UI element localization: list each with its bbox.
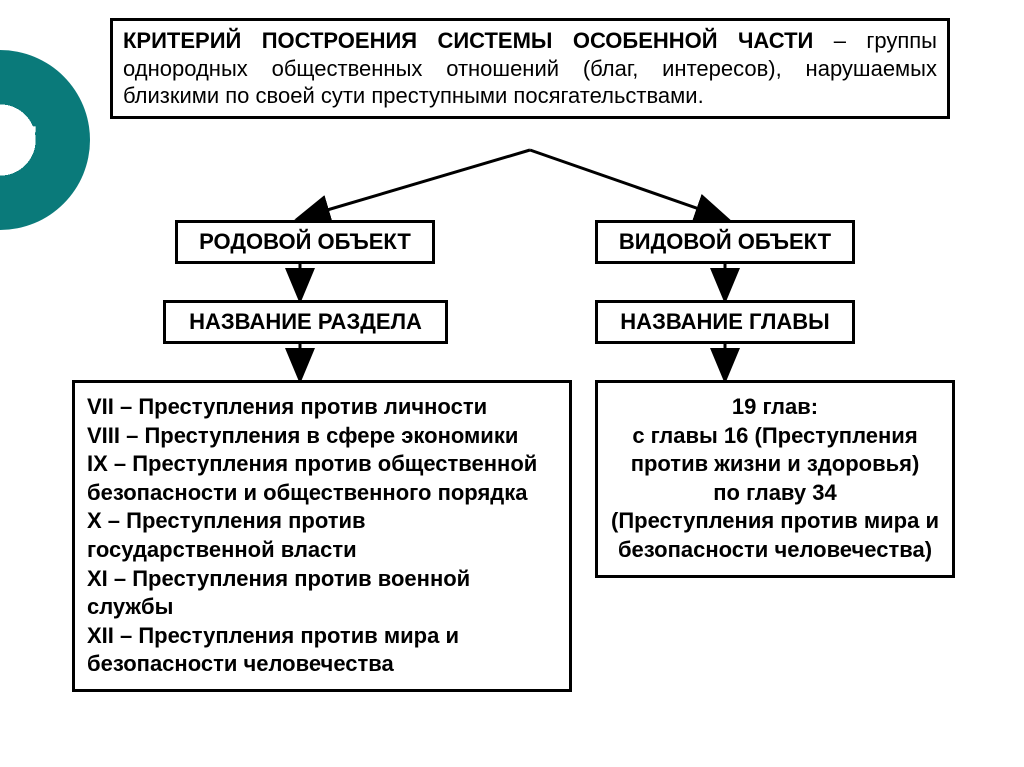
section-list-item: безопасности и общественного порядка	[87, 479, 557, 508]
section-list-item: VII – Преступления против личности	[87, 393, 557, 422]
criterion-title: КРИТЕРИЙ ПОСТРОЕНИЯ СИСТЕМЫ ОСОБЕННОЙ ЧА…	[123, 28, 813, 53]
box-section-name: НАЗВАНИЕ РАЗДЕЛА	[163, 300, 448, 344]
section-list-item: IX – Преступления против общественной	[87, 450, 557, 479]
criterion-box: КРИТЕРИЙ ПОСТРОЕНИЯ СИСТЕМЫ ОСОБЕННОЙ ЧА…	[110, 18, 950, 119]
page-number: 7	[10, 115, 38, 173]
section-list-item: VIII – Преступления в сфере экономики	[87, 422, 557, 451]
section-list-item: XI – Преступления против военной службы	[87, 565, 557, 622]
chapters-summary-line: (Преступления против мира и безопасности…	[610, 507, 940, 564]
section-list-item: XII – Преступления против мира и безопас…	[87, 622, 557, 679]
chapters-summary-line: 19 глав:	[610, 393, 940, 422]
section-list-item: X – Преступления против государственной …	[87, 507, 557, 564]
box-chapter-name: НАЗВАНИЕ ГЛАВЫ	[595, 300, 855, 344]
chapters-summary-box: 19 глав:с главы 16 (Преступления против …	[595, 380, 955, 578]
chapters-summary-line: с главы 16 (Преступления против жизни и …	[610, 422, 940, 479]
sections-list-box: VII – Преступления против личности VIII …	[72, 380, 572, 692]
box-vidovoi-object: ВИДОВОЙ ОБЪЕКТ	[595, 220, 855, 264]
chapters-summary-line: по главу 34	[610, 479, 940, 508]
box-rodovoi-object: РОДОВОЙ ОБЪЕКТ	[175, 220, 435, 264]
